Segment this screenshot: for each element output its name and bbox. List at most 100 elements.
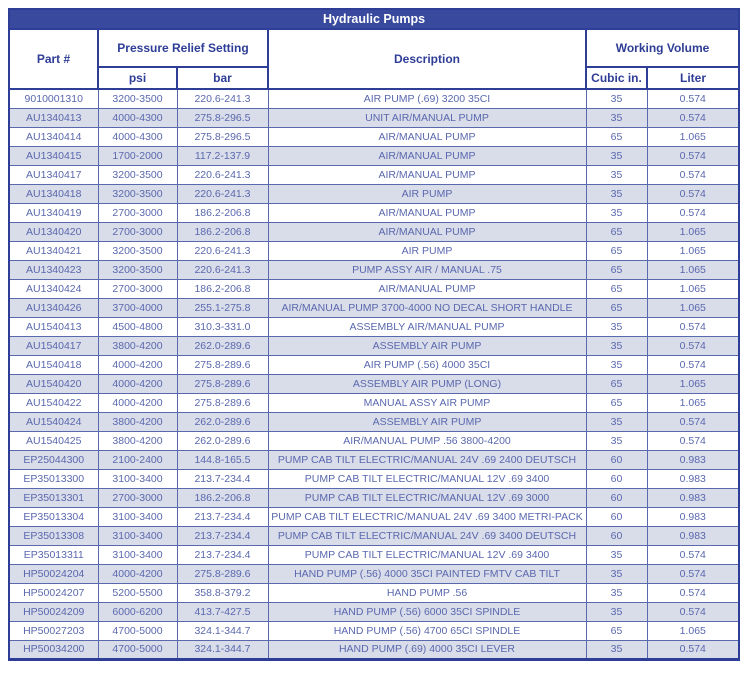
cell-part-number: AU1340414	[8, 126, 99, 147]
cell-cubic-in: 35	[585, 88, 648, 109]
table-row: HP50024207 5200-5500 358.8-379.2 HAND PU…	[8, 582, 741, 603]
cell-liter: 0.574	[646, 335, 741, 356]
cell-part-number: AU1540425	[8, 430, 99, 451]
cell-description: AIR/MANUAL PUMP	[267, 278, 587, 299]
cell-liter: 1.065	[646, 221, 741, 242]
cell-liter: 1.065	[646, 392, 741, 413]
cell-description: PUMP CAB TILT ELECTRIC/MANUAL 12V .69 34…	[267, 544, 587, 565]
cell-description: PUMP ASSY AIR / MANUAL .75	[267, 259, 587, 280]
cell-description: UNIT AIR/MANUAL PUMP	[267, 107, 587, 128]
table-row: AU1540417 3800-4200 262.0-289.6 ASSEMBLY…	[8, 335, 741, 356]
cell-description: PUMP CAB TILT ELECTRIC/MANUAL 24V .69 24…	[267, 449, 587, 470]
cell-bar: 220.6-241.3	[176, 88, 269, 109]
cell-description: AIR/MANUAL PUMP .56 3800-4200	[267, 430, 587, 451]
cell-psi: 3800-4200	[97, 430, 178, 451]
cell-psi: 3200-3500	[97, 183, 178, 204]
table-row: HP50024204 4000-4200 275.8-289.6 HAND PU…	[8, 563, 741, 584]
table-row: AU1540418 4000-4200 275.8-289.6 AIR PUMP…	[8, 354, 741, 375]
cell-liter: 1.065	[646, 620, 741, 641]
cell-psi: 4000-4300	[97, 107, 178, 128]
cell-psi: 3100-3400	[97, 506, 178, 527]
table-row: HP50024209 6000-6200 413.7-427.5 HAND PU…	[8, 601, 741, 622]
cell-cubic-in: 65	[585, 297, 648, 318]
cell-bar: 275.8-296.5	[176, 107, 269, 128]
cell-liter: 1.065	[646, 373, 741, 394]
cell-psi: 4500-4800	[97, 316, 178, 337]
cell-description: AIR/MANUAL PUMP	[267, 202, 587, 223]
cell-liter: 0.574	[646, 601, 741, 622]
cell-bar: 186.2-206.8	[176, 487, 269, 508]
cell-cubic-in: 65	[585, 259, 648, 280]
cell-bar: 262.0-289.6	[176, 411, 269, 432]
cell-part-number: AU1540413	[8, 316, 99, 337]
cell-description: HAND PUMP .56	[267, 582, 587, 603]
cell-description: AIR/MANUAL PUMP	[267, 221, 587, 242]
cell-description: PUMP CAB TILT ELECTRIC/MANUAL 12V .69 30…	[267, 487, 587, 508]
table-row: 9010001310 3200-3500 220.6-241.3 AIR PUM…	[8, 88, 741, 109]
cell-bar: 213.7-234.4	[176, 468, 269, 489]
cell-liter: 0.983	[646, 449, 741, 470]
cell-liter: 0.574	[646, 582, 741, 603]
table-row: AU1340417 3200-3500 220.6-241.3 AIR/MANU…	[8, 164, 741, 185]
table-row: HP50027203 4700-5000 324.1-344.7 HAND PU…	[8, 620, 741, 641]
cell-liter: 0.574	[646, 639, 741, 660]
cell-psi: 3700-4000	[97, 297, 178, 318]
cell-bar: 220.6-241.3	[176, 240, 269, 261]
cell-part-number: HP50024209	[8, 601, 99, 622]
cell-description: HAND PUMP (.56) 6000 35CI SPINDLE	[267, 601, 587, 622]
cell-part-number: AU1340418	[8, 183, 99, 204]
table-row: AU1340424 2700-3000 186.2-206.8 AIR/MANU…	[8, 278, 741, 299]
cell-bar: 275.8-289.6	[176, 563, 269, 584]
table-body: 9010001310 3200-3500 220.6-241.3 AIR PUM…	[8, 88, 741, 660]
cell-cubic-in: 65	[585, 392, 648, 413]
cell-part-number: AU1340419	[8, 202, 99, 223]
cell-description: AIR PUMP (.69) 3200 35CI	[267, 88, 587, 109]
cell-liter: 1.065	[646, 259, 741, 280]
cell-psi: 4700-5000	[97, 639, 178, 660]
cell-cubic-in: 65	[585, 278, 648, 299]
cell-liter: 0.574	[646, 164, 741, 185]
cell-psi: 2700-3000	[97, 202, 178, 223]
table-row: EP35013301 2700-3000 186.2-206.8 PUMP CA…	[8, 487, 741, 508]
cell-bar: 255.1-275.8	[176, 297, 269, 318]
cell-part-number: AU1540420	[8, 373, 99, 394]
cell-cubic-in: 35	[585, 430, 648, 451]
cell-bar: 213.7-234.4	[176, 525, 269, 546]
cell-cubic-in: 35	[585, 202, 648, 223]
cell-bar: 324.1-344.7	[176, 620, 269, 641]
cell-description: HAND PUMP (.56) 4000 35CI PAINTED FMTV C…	[267, 563, 587, 584]
cell-bar: 275.8-289.6	[176, 392, 269, 413]
cell-part-number: AU1340423	[8, 259, 99, 280]
cell-part-number: EP35013304	[8, 506, 99, 527]
cell-psi: 4000-4200	[97, 563, 178, 584]
cell-description: ASSEMBLY AIR PUMP	[267, 411, 587, 432]
cell-liter: 1.065	[646, 126, 741, 147]
col-header-part-number: Part #	[8, 28, 99, 90]
col-header-description: Description	[267, 28, 587, 90]
cell-psi: 3100-3400	[97, 468, 178, 489]
cell-part-number: AU1540417	[8, 335, 99, 356]
table-row: AU1340423 3200-3500 220.6-241.3 PUMP ASS…	[8, 259, 741, 280]
cell-part-number: AU1540418	[8, 354, 99, 375]
cell-part-number: AU1540424	[8, 411, 99, 432]
cell-psi: 2700-3000	[97, 221, 178, 242]
cell-cubic-in: 35	[585, 354, 648, 375]
cell-psi: 3100-3400	[97, 544, 178, 565]
cell-cubic-in: 60	[585, 449, 648, 470]
cell-psi: 4000-4300	[97, 126, 178, 147]
header-row-units: psi bar Cubic in. Liter	[9, 66, 741, 90]
cell-cubic-in: 65	[585, 620, 648, 641]
cell-part-number: AU1340426	[8, 297, 99, 318]
cell-bar: 220.6-241.3	[176, 259, 269, 280]
cell-description: ASSEMBLY AIR/MANUAL PUMP	[267, 316, 587, 337]
table-row: AU1340414 4000-4300 275.8-296.5 AIR/MANU…	[8, 126, 741, 147]
cell-bar: 117.2-137.9	[176, 145, 269, 166]
cell-psi: 3200-3500	[97, 259, 178, 280]
col-header-pressure-relief-setting: Pressure Relief Setting	[97, 28, 269, 68]
cell-cubic-in: 60	[585, 487, 648, 508]
cell-part-number: AU1540422	[8, 392, 99, 413]
table-row: EP35013300 3100-3400 213.7-234.4 PUMP CA…	[8, 468, 741, 489]
cell-liter: 0.574	[646, 88, 741, 109]
cell-bar: 310.3-331.0	[176, 316, 269, 337]
